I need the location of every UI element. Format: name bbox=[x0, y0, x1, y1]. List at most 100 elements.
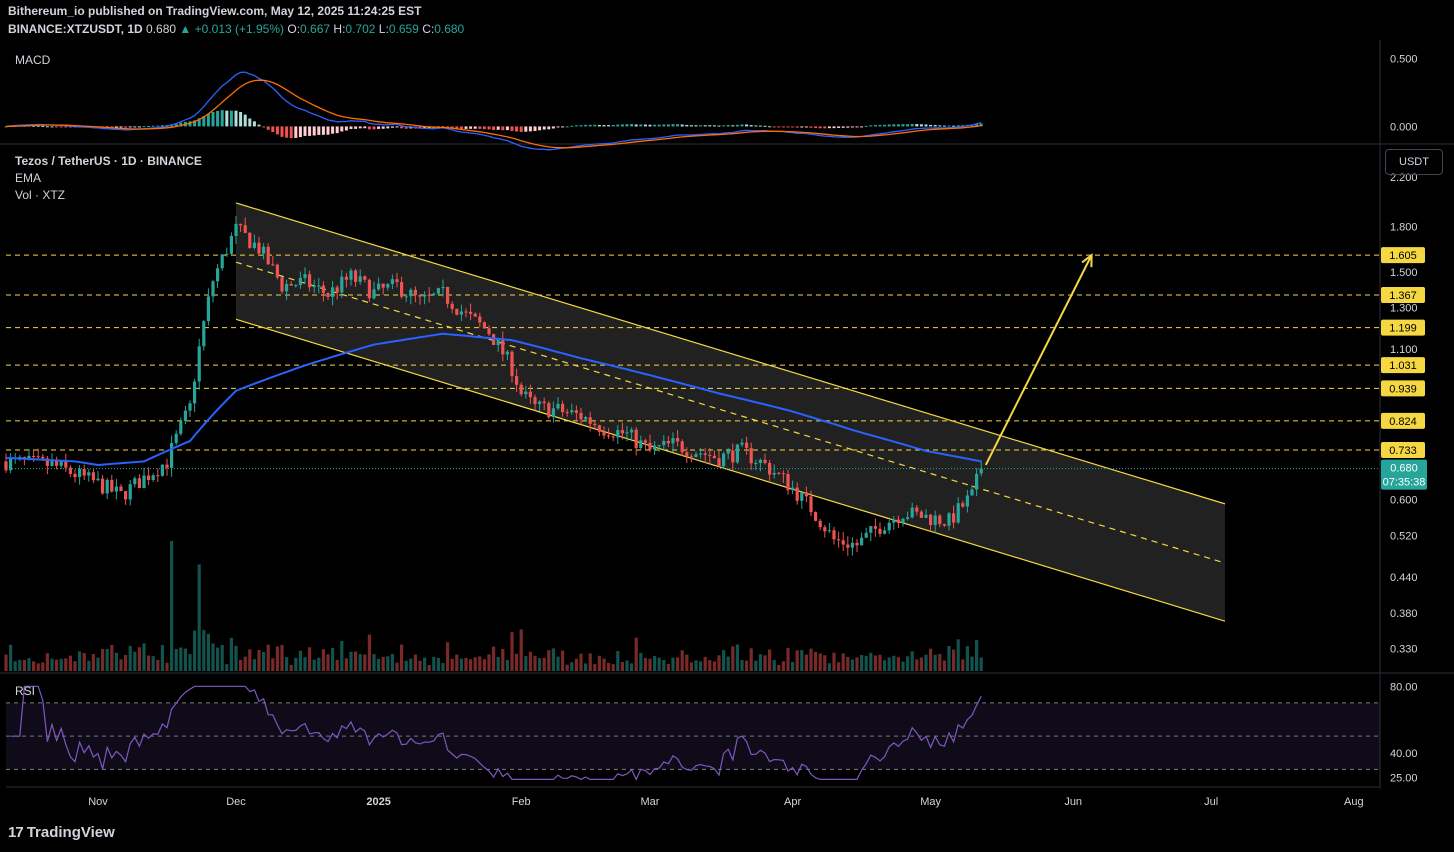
volume-bar bbox=[906, 656, 910, 671]
symbol-label[interactable]: BINANCE:XTZUSDT, 1D bbox=[8, 22, 143, 36]
volume-bar bbox=[791, 661, 795, 671]
candle-body bbox=[289, 283, 293, 286]
volume-bar bbox=[924, 654, 928, 671]
candle-body bbox=[722, 453, 726, 467]
candle-body bbox=[312, 285, 316, 288]
macd-histogram-bar bbox=[551, 126, 555, 129]
main-title[interactable]: Tezos / TetherUS · 1D · BINANCE bbox=[15, 154, 202, 168]
macd-histogram-bar bbox=[386, 126, 390, 129]
ema-label[interactable]: EMA bbox=[15, 171, 42, 185]
candle-body bbox=[754, 462, 758, 464]
volume-bar bbox=[252, 659, 256, 671]
candle-body bbox=[220, 254, 224, 269]
candle-body bbox=[188, 403, 192, 411]
macd-histogram-bar bbox=[942, 125, 946, 127]
volume-bar bbox=[860, 655, 864, 671]
volume-bar bbox=[82, 653, 86, 671]
volume-bar bbox=[216, 647, 220, 671]
volume-bar bbox=[965, 646, 969, 671]
macd-histogram-bar bbox=[717, 125, 721, 127]
volume-bar bbox=[574, 658, 578, 671]
macd-histogram-bar bbox=[786, 126, 790, 128]
candle-body bbox=[505, 351, 509, 355]
volume-bar bbox=[786, 647, 790, 671]
level-label: 1.199 bbox=[1389, 323, 1417, 335]
volume-bar bbox=[455, 654, 459, 671]
volume-bar bbox=[685, 654, 689, 671]
macd-histogram-bar bbox=[694, 125, 698, 127]
volume-bar bbox=[551, 648, 555, 671]
macd-histogram-bar bbox=[496, 126, 500, 130]
candle-body bbox=[547, 403, 551, 418]
rsi-label[interactable]: RSI bbox=[15, 684, 36, 698]
candle-body bbox=[924, 514, 928, 518]
volume-bar bbox=[745, 660, 749, 671]
candle-body bbox=[781, 473, 785, 475]
volume-bar bbox=[32, 661, 36, 671]
tradingview-logo[interactable]: 17 TradingView bbox=[8, 824, 115, 841]
macd-histogram-bar bbox=[699, 125, 703, 127]
volume-bar bbox=[855, 657, 859, 671]
volume-bar bbox=[266, 644, 270, 671]
candle-body bbox=[317, 285, 321, 287]
macd-histogram-bar bbox=[772, 126, 776, 128]
projection-group bbox=[984, 253, 1093, 466]
volume-bar bbox=[110, 645, 114, 671]
volume-bar bbox=[202, 630, 206, 671]
macd-histogram-bar bbox=[381, 126, 385, 129]
candle-body bbox=[676, 438, 680, 442]
macd-histogram-bar bbox=[593, 124, 597, 127]
candle-body bbox=[896, 519, 900, 524]
candle-body bbox=[579, 412, 583, 420]
time-axis[interactable] bbox=[6, 787, 1380, 817]
candle-body bbox=[239, 223, 243, 226]
volume-bar bbox=[298, 650, 302, 671]
candle-body bbox=[786, 474, 790, 491]
volume-bar bbox=[142, 643, 146, 671]
volume-bar bbox=[239, 659, 243, 671]
currency-button[interactable]: USDT bbox=[1385, 149, 1443, 175]
projection-arrow-line bbox=[984, 254, 1093, 466]
candle-body bbox=[919, 511, 923, 518]
candle-body bbox=[561, 403, 565, 413]
macd-histogram-bar bbox=[188, 121, 192, 127]
macd-histogram-bar bbox=[243, 114, 247, 127]
volume-bar bbox=[975, 639, 979, 671]
volume-bar bbox=[818, 653, 822, 671]
macd-histogram-bar bbox=[961, 125, 965, 127]
macd-histogram-bar bbox=[579, 125, 583, 127]
price-tick: 0.520 bbox=[1390, 530, 1418, 542]
candle-body bbox=[607, 435, 611, 437]
candle-body bbox=[551, 408, 555, 418]
candle-body bbox=[174, 433, 178, 444]
macd-label[interactable]: MACD bbox=[15, 53, 51, 67]
macd-histogram-bar bbox=[901, 124, 905, 127]
candle-body bbox=[308, 274, 312, 288]
candle-body bbox=[538, 401, 542, 405]
volume-label[interactable]: Vol · XTZ bbox=[15, 188, 66, 202]
candle-body bbox=[952, 513, 956, 523]
macd-histogram-bar bbox=[64, 126, 68, 128]
volume-bar bbox=[335, 659, 339, 671]
volume-bar bbox=[841, 653, 845, 671]
volume-bar bbox=[174, 649, 178, 671]
volume-bar bbox=[68, 655, 72, 671]
macd-histogram-bar bbox=[533, 126, 537, 132]
volume-bar bbox=[156, 659, 160, 671]
candle-body bbox=[662, 440, 666, 446]
level-label: 0.939 bbox=[1389, 383, 1417, 395]
macd-histogram-bar bbox=[538, 126, 542, 131]
candle-body bbox=[593, 423, 597, 426]
level-label: 0.824 bbox=[1389, 416, 1417, 428]
macd-histogram-bar bbox=[197, 118, 201, 127]
candle-body bbox=[266, 246, 270, 265]
candle-body bbox=[648, 442, 652, 450]
candle-body bbox=[910, 507, 914, 518]
macd-histogram-bar bbox=[809, 126, 813, 128]
macd-histogram-bar bbox=[924, 124, 928, 127]
channel-upper-line bbox=[235, 202, 1226, 505]
volume-bar bbox=[400, 644, 404, 671]
macd-histogram-bar bbox=[919, 124, 923, 127]
volume-bar bbox=[436, 657, 440, 671]
